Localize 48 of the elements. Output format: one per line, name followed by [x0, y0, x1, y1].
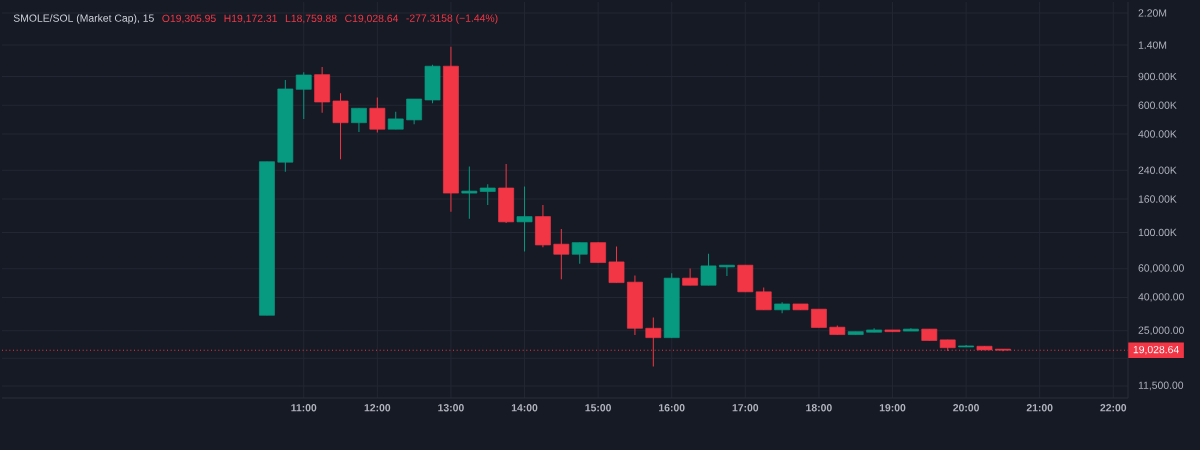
- y-tick-label: 100.00K: [1138, 228, 1177, 237]
- y-tick-label: 600.00K: [1138, 101, 1177, 109]
- candlestick: [682, 268, 698, 286]
- candlestick: [700, 253, 717, 286]
- x-tick-label: 22:00: [1100, 404, 1127, 412]
- x-tick-label: 12:00: [364, 404, 391, 412]
- y-tick-label: 900.00K: [1138, 72, 1177, 81]
- candlestick: [351, 107, 367, 133]
- candlestick: [755, 287, 772, 311]
- candlestick: [479, 183, 496, 206]
- annotation: C19,028.64: [345, 14, 399, 24]
- x-tick-label: 15:00: [585, 404, 611, 412]
- y-tick-label: 2.20M: [1138, 9, 1167, 17]
- candlestick: [719, 264, 735, 277]
- x-tick-label: 17:00: [732, 404, 759, 412]
- annotation: L18,759.88: [285, 14, 337, 24]
- x-tick-label: 20:00: [953, 404, 979, 412]
- candlestick: [461, 166, 478, 220]
- candlestick: [406, 98, 423, 125]
- annotation: -277.3158 (−1.44%): [406, 14, 498, 24]
- annotation: O19,305.95: [162, 14, 216, 24]
- y-tick-label: 400.00K: [1138, 130, 1177, 138]
- x-tick-label: 16:00: [659, 404, 685, 412]
- x-tick-label: 18:00: [806, 404, 832, 412]
- y-tick-label: 160.00K: [1138, 195, 1177, 203]
- y-tick-label: 240.00K: [1138, 166, 1177, 174]
- x-tick-label: 11:00: [291, 404, 317, 412]
- candlestick: [332, 92, 349, 160]
- x-tick-label: 14:00: [511, 404, 538, 412]
- candlestick: [553, 228, 570, 280]
- y-tick-label: 60,000.00: [1138, 264, 1184, 273]
- y-tick-label: 11,500.00: [1138, 381, 1184, 391]
- ref-line-label: 19,028.64: [1133, 345, 1179, 355]
- candlestick: [571, 242, 588, 265]
- candlestick: [608, 246, 625, 284]
- x-tick-label: 19:00: [879, 404, 906, 412]
- candlestick: [295, 71, 312, 120]
- x-tick-label: 21:00: [1026, 404, 1053, 412]
- y-tick-label: 1.40M: [1138, 41, 1167, 49]
- y-tick-label: 40,000.00: [1138, 293, 1184, 302]
- x-tick-label: 13:00: [438, 404, 464, 412]
- candlestick: [811, 308, 827, 328]
- candlestick: [590, 242, 607, 264]
- annotation: H19,172.31: [224, 14, 277, 24]
- candlestick: [369, 97, 386, 134]
- candlestick: [516, 185, 533, 253]
- y-tick-label: 25,000.00: [1138, 326, 1184, 336]
- text: SMOLE/SOL (Market Cap), 15: [13, 14, 154, 24]
